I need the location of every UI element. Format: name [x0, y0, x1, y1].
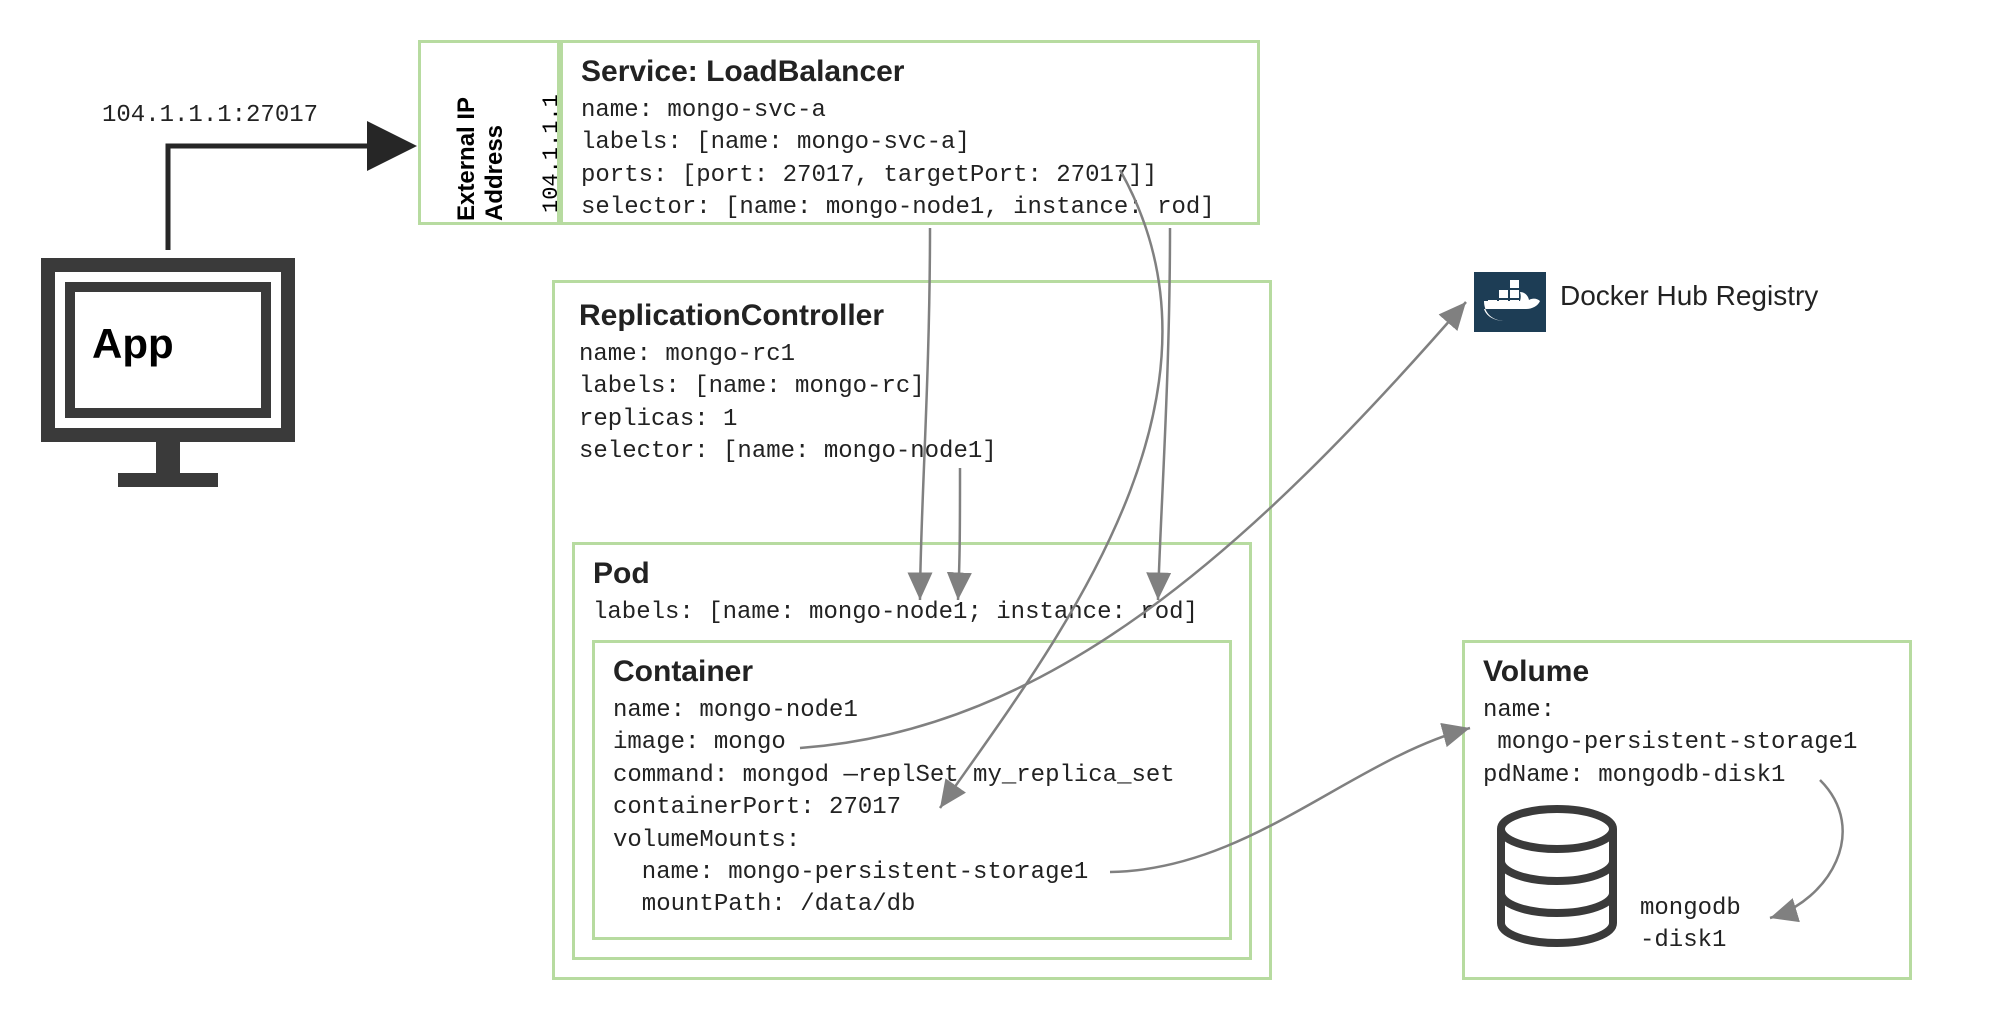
- volume-line3: pdName: mongodb-disk1: [1483, 760, 1891, 792]
- container-line5: volumeMounts:: [613, 825, 1211, 857]
- container-line2: image: mongo: [613, 727, 1211, 759]
- volume-disk-label-1: mongodb: [1640, 893, 1741, 925]
- database-icon: [1487, 803, 1637, 973]
- rc-title: ReplicationController: [579, 299, 1245, 333]
- container-title: Container: [613, 655, 1211, 689]
- container-line6: name: mongo-persistent-storage1: [613, 857, 1211, 889]
- container-line1: name: mongo-node1: [613, 695, 1211, 727]
- external-ip-box: External IPAddress 104.1.1.1: [418, 40, 560, 225]
- docker-icon: [1474, 272, 1546, 332]
- container-line4: containerPort: 27017: [613, 792, 1211, 824]
- container-line3: command: mongod —replSet my_replica_set: [613, 760, 1211, 792]
- rc-line2: labels: [name: mongo-rc]: [579, 371, 1245, 403]
- service-title: Service: LoadBalancer: [581, 55, 1239, 89]
- volume-box: Volume name: mongo-persistent-storage1 p…: [1462, 640, 1912, 980]
- volume-line1: name:: [1483, 695, 1891, 727]
- external-ip-text: 104.1.1.1:27017: [102, 100, 318, 132]
- rc-line4: selector: [name: mongo-node1]: [579, 436, 1245, 468]
- service-line2: labels: [name: mongo-svc-a]: [581, 127, 1239, 159]
- volume-disk-label-2: -disk1: [1640, 925, 1726, 957]
- volume-title: Volume: [1483, 655, 1891, 689]
- service-line3: ports: [port: 27017, targetPort: 27017]]: [581, 160, 1239, 192]
- volume-line2: mongo-persistent-storage1: [1483, 727, 1891, 759]
- service-box: Service: LoadBalancer name: mongo-svc-a …: [560, 40, 1260, 225]
- external-ip-title: External IPAddress: [453, 97, 509, 221]
- pod-title: Pod: [593, 557, 1231, 591]
- pod-line1: labels: [name: mongo-node1; instance: ro…: [593, 597, 1231, 629]
- service-line1: name: mongo-svc-a: [581, 95, 1239, 127]
- service-line4: selector: [name: mongo-node1, instance: …: [581, 192, 1239, 224]
- container-box: Container name: mongo-node1 image: mongo…: [592, 640, 1232, 940]
- app-label: App: [92, 320, 174, 368]
- container-line7: mountPath: /data/db: [613, 889, 1211, 921]
- docker-label: Docker Hub Registry: [1560, 280, 1818, 312]
- monitor-icon: [38, 255, 298, 515]
- rc-line1: name: mongo-rc1: [579, 339, 1245, 371]
- rc-line3: replicas: 1: [579, 404, 1245, 436]
